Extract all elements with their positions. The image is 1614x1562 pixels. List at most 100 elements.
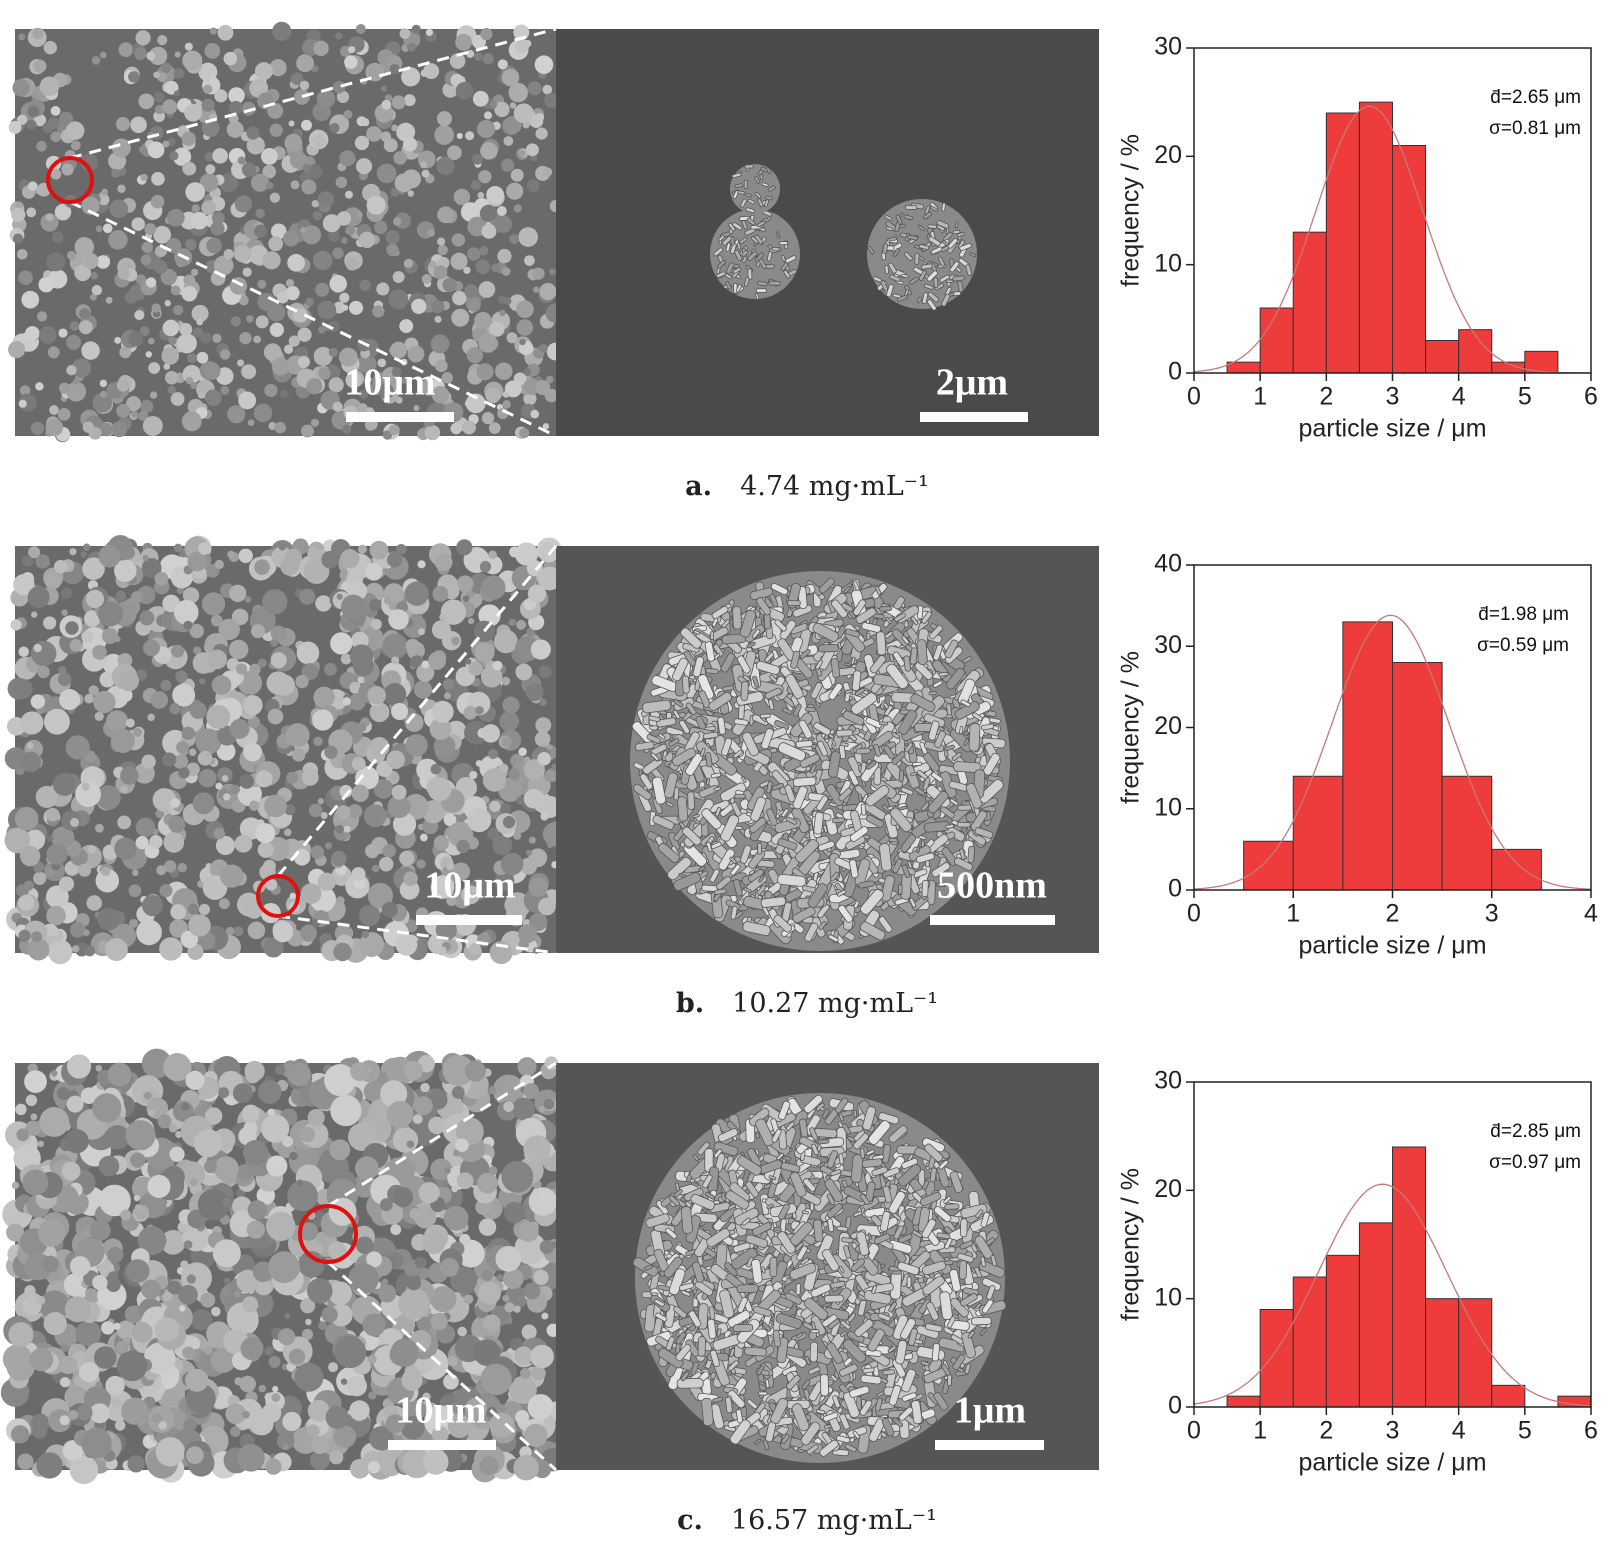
particle (495, 362, 513, 380)
particle (188, 914, 211, 937)
particle (203, 362, 221, 380)
particle (481, 575, 506, 600)
particle (474, 311, 492, 330)
particle (244, 1060, 265, 1082)
particle (216, 741, 236, 761)
rod (681, 675, 690, 694)
particle (185, 376, 194, 385)
particle (400, 377, 408, 385)
particle (518, 747, 527, 757)
particle (26, 207, 37, 218)
particle (13, 679, 33, 699)
particle (420, 833, 428, 842)
particle (530, 409, 540, 419)
particle (111, 138, 131, 158)
particle (297, 355, 310, 368)
particle (163, 832, 185, 853)
particle (351, 867, 366, 882)
particle (440, 1257, 459, 1277)
particle (285, 723, 310, 747)
rod (941, 202, 946, 212)
particle (159, 884, 173, 898)
particle (479, 561, 492, 573)
rod (761, 182, 769, 187)
particle (509, 546, 520, 558)
particle (248, 800, 260, 811)
particle (523, 368, 532, 377)
particle (308, 803, 323, 818)
particle (296, 54, 315, 73)
particle (61, 1161, 81, 1181)
particle (452, 290, 467, 306)
particle (164, 300, 171, 307)
particle (222, 1197, 232, 1208)
particle (372, 305, 385, 318)
particle (322, 214, 341, 233)
particle (488, 422, 501, 434)
particle (119, 346, 132, 359)
particle (219, 349, 231, 360)
particle (257, 279, 267, 289)
particle (229, 277, 248, 295)
particle (198, 542, 211, 555)
particle (364, 376, 372, 383)
particle (190, 268, 199, 277)
rod (742, 255, 748, 264)
particle (255, 823, 276, 844)
particle (10, 619, 22, 631)
particle (120, 766, 139, 785)
particle (502, 390, 510, 398)
rod (725, 281, 732, 290)
particle (533, 1269, 549, 1286)
particle (43, 40, 58, 55)
particle (441, 372, 454, 384)
particle (462, 595, 470, 603)
particle (506, 332, 518, 344)
particle (78, 863, 92, 877)
particle (455, 1138, 469, 1153)
particle (134, 309, 145, 321)
particle (546, 375, 554, 384)
rod (771, 247, 780, 251)
particle (544, 92, 560, 109)
rod (835, 729, 854, 737)
rod (967, 845, 976, 864)
particle (218, 1087, 230, 1099)
particle (364, 562, 383, 581)
particle (43, 616, 57, 630)
particle (204, 75, 212, 82)
particle (125, 1259, 150, 1283)
particle (421, 1230, 446, 1255)
particle (301, 179, 317, 195)
particle (356, 211, 363, 218)
caption: a. 4.74 mg·mL⁻¹ (685, 471, 929, 502)
particle (270, 652, 287, 669)
particle (263, 343, 282, 362)
particle (105, 1375, 125, 1396)
particle (128, 884, 142, 898)
particle (46, 252, 66, 272)
particle (519, 150, 526, 157)
particle (15, 1103, 27, 1116)
particle (455, 81, 474, 100)
particle (300, 226, 307, 234)
particle (201, 119, 220, 137)
particle (74, 264, 92, 282)
particle (65, 121, 85, 140)
particle (499, 309, 506, 317)
particle (329, 1139, 351, 1161)
particle (381, 99, 392, 110)
particle (167, 385, 176, 394)
rod (916, 846, 921, 853)
rod (968, 722, 981, 752)
particle (242, 1296, 259, 1313)
particle (398, 1288, 430, 1320)
particle (357, 544, 367, 554)
particle (95, 1065, 103, 1072)
rod (924, 205, 931, 215)
particle (470, 180, 481, 191)
rod (898, 791, 906, 796)
rod (783, 269, 791, 279)
rod (735, 283, 743, 293)
particle (183, 1240, 193, 1250)
